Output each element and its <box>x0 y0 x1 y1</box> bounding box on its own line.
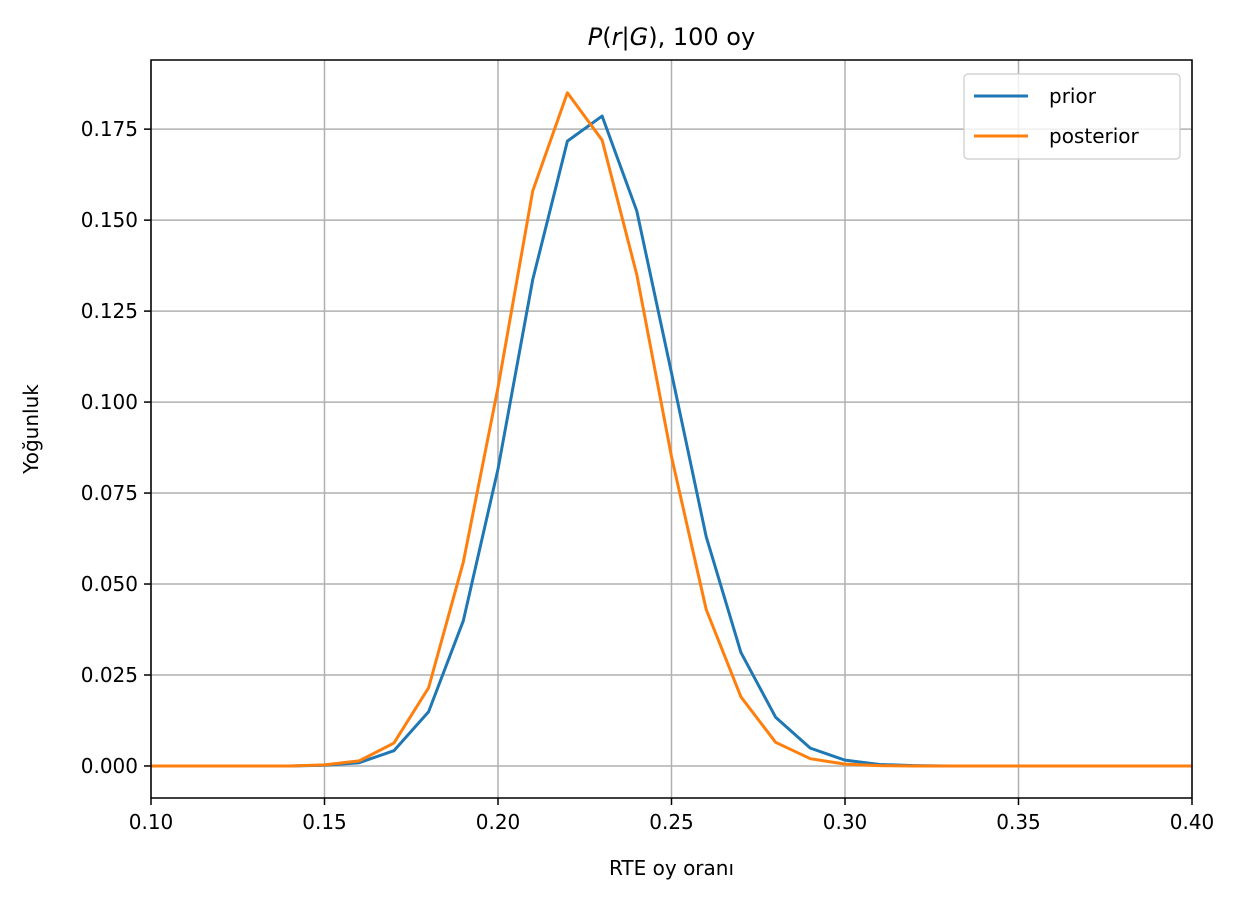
y-tick-label: 0.000 <box>81 754 138 778</box>
y-tick-label: 0.075 <box>81 481 138 505</box>
x-axis-label: RTE oy oranı <box>609 856 734 880</box>
x-tick-label: 0.35 <box>996 810 1041 834</box>
x-tick-label: 0.10 <box>129 810 174 834</box>
x-axis-ticks: 0.10 0.15 0.20 0.25 0.30 0.35 0.40 <box>129 798 1215 834</box>
legend: prior posterior <box>963 73 1181 160</box>
series-line-posterior <box>151 91 1192 768</box>
x-tick-label: 0.40 <box>1170 810 1215 834</box>
x-tick-label: 0.30 <box>823 810 868 834</box>
y-tick-label: 0.175 <box>81 117 138 141</box>
x-tick-label: 0.25 <box>649 810 694 834</box>
chart-title: P(r|G), 100 oy <box>588 23 755 51</box>
legend-label-prior: prior <box>1049 84 1097 108</box>
y-tick-label: 0.025 <box>81 663 138 687</box>
plot-area <box>151 91 1192 768</box>
y-tick-label: 0.125 <box>81 299 138 323</box>
legend-label-posterior: posterior <box>1049 124 1140 148</box>
series-layer <box>151 91 1192 768</box>
x-tick-label: 0.20 <box>476 810 521 834</box>
y-tick-label: 0.150 <box>81 208 138 232</box>
y-tick-label: 0.100 <box>81 390 138 414</box>
y-axis-ticks: 0.000 0.025 0.050 0.075 0.100 0.125 0.150 0.175 <box>81 117 151 778</box>
y-axis-label: Yoğunluk <box>19 384 43 475</box>
y-tick-label: 0.050 <box>81 572 138 596</box>
x-tick-label: 0.15 <box>302 810 347 834</box>
